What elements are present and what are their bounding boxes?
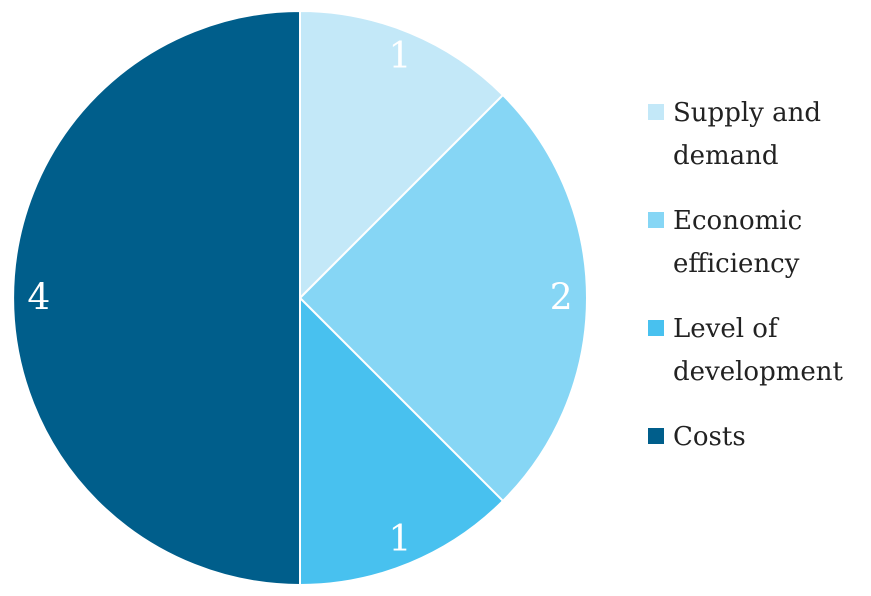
pie-slice-level-of-development [299, 295, 505, 587]
slice-data-label: 1 [388, 36, 411, 77]
legend-swatch [648, 428, 664, 444]
legend-item-level-of-development: Level of development [648, 308, 868, 394]
pie-slice-supply-and-demand [299, 9, 505, 301]
pie-slice-costs [12, 9, 301, 587]
legend-label: Supply and demand [673, 98, 822, 171]
legend: Supply and demand Economic efficiency Le… [648, 92, 868, 481]
legend-label: Level of development [673, 314, 843, 387]
legend-swatch [648, 104, 664, 120]
legend-item-costs: Costs [648, 416, 868, 459]
legend-label: Economic efficiency [673, 206, 803, 279]
legend-swatch [648, 212, 664, 228]
legend-label: Costs [673, 422, 746, 452]
slice-data-label: 4 [27, 278, 50, 319]
legend-item-supply-and-demand: Supply and demand [648, 92, 868, 178]
slice-data-label: 1 [388, 519, 411, 560]
pie-slice-economic-efficiency [298, 93, 589, 503]
slice-data-label: 2 [550, 278, 573, 319]
legend-swatch [648, 320, 664, 336]
legend-item-economic-efficiency: Economic efficiency [648, 200, 868, 286]
